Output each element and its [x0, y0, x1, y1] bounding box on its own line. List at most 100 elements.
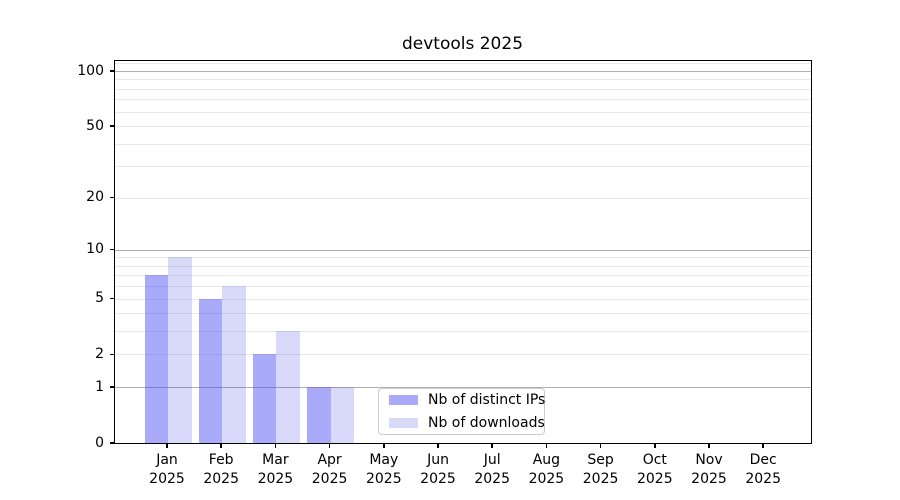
legend: Nb of distinct IPs Nb of downloads — [378, 388, 545, 435]
x-tick-mark — [599, 444, 602, 448]
y-tick-label: 2 — [95, 345, 104, 362]
x-tick-year: 2025 — [636, 471, 673, 487]
x-tick-label: Oct 2025 — [625, 451, 685, 489]
x-tick-label: Sep 2025 — [571, 451, 631, 489]
gridline-major — [115, 249, 811, 251]
y-tick-label: 50 — [86, 117, 104, 134]
x-tick-month: Sep — [587, 452, 614, 468]
gridline-minor — [115, 257, 811, 259]
x-tick-month: Jan — [156, 452, 178, 468]
x-tick-month: Apr — [317, 452, 342, 468]
x-tick-year: 2025 — [257, 471, 294, 487]
x-tick-mark — [491, 444, 493, 448]
x-tick-mark — [654, 444, 656, 448]
bar-downloads — [222, 286, 246, 443]
x-tick-year: 2025 — [149, 471, 185, 487]
x-tick-label: Nov 2025 — [679, 451, 739, 489]
x-tick-mark — [383, 444, 385, 448]
legend-item-distinct-ips: Nb of distinct IPs — [389, 392, 545, 408]
gridline-minor — [115, 63, 811, 65]
x-tick-month: Dec — [749, 452, 777, 468]
y-tick-label: 5 — [95, 290, 104, 307]
y-tick-mark — [110, 70, 114, 72]
x-tick-mark — [708, 444, 710, 448]
gridline-major — [115, 71, 811, 72]
x-tick-month: Feb — [208, 452, 234, 468]
gridline-minor — [115, 79, 811, 81]
x-tick-mark — [545, 444, 548, 448]
x-tick-mark — [220, 444, 222, 448]
x-tick-month: Nov — [695, 452, 723, 468]
x-tick-year: 2025 — [203, 471, 239, 487]
y-tick-mark — [110, 248, 114, 251]
gridline-minor — [115, 88, 811, 90]
gridline-minor — [115, 143, 811, 145]
x-tick-month: Oct — [642, 452, 667, 468]
y-tick-label: 20 — [86, 189, 104, 206]
y-tick-mark — [110, 353, 114, 356]
bar-distinct-ips — [144, 275, 168, 443]
gridline-major — [115, 387, 811, 389]
bar-downloads — [330, 387, 355, 443]
x-tick-label: Jul 2025 — [462, 451, 522, 489]
y-tick-mark — [110, 196, 114, 199]
y-tick-mark — [110, 442, 114, 444]
x-tick-month: Jun — [427, 452, 449, 468]
x-tick-label: Jun 2025 — [408, 451, 468, 489]
gridline-minor — [115, 111, 811, 113]
y-tick-label: 10 — [86, 241, 104, 258]
y-tick-label: 1 — [95, 378, 104, 395]
x-tick-label: Feb 2025 — [191, 451, 251, 489]
y-tick-mark — [110, 386, 114, 388]
y-tick-label: 0 — [95, 434, 104, 451]
bar-distinct-ips — [307, 387, 331, 443]
gridline-minor — [115, 265, 811, 267]
gridline-minor — [115, 331, 811, 333]
x-tick-year: 2025 — [474, 471, 510, 487]
x-tick-year: 2025 — [582, 471, 619, 487]
x-tick-month: Mar — [262, 452, 289, 468]
y-tick-label: 100 — [77, 62, 104, 79]
x-tick-label: Jan 2025 — [137, 451, 197, 489]
x-tick-mark — [762, 444, 764, 448]
x-tick-mark — [437, 444, 439, 448]
x-tick-label: Apr 2025 — [300, 451, 360, 489]
bar-distinct-ips — [252, 354, 277, 443]
gridline-minor — [115, 354, 811, 356]
x-tick-year: 2025 — [528, 471, 565, 487]
gridline-minor — [115, 286, 811, 288]
x-tick-mark — [328, 444, 331, 448]
gridline-minor — [115, 99, 811, 101]
legend-item-downloads: Nb of downloads — [389, 415, 545, 431]
x-tick-mark — [274, 444, 277, 448]
y-tick-mark — [110, 297, 114, 300]
gridline-minor — [115, 313, 811, 315]
legend-swatch-distinct-ips — [389, 394, 418, 406]
x-tick-year: 2025 — [365, 471, 402, 487]
chart-title: devtools 2025 — [401, 34, 524, 54]
gridline-minor — [115, 126, 811, 128]
gridline-minor — [115, 298, 811, 300]
legend-label-downloads: Nb of downloads — [428, 415, 545, 431]
bar-downloads — [276, 331, 300, 443]
x-tick-label: Mar 2025 — [245, 451, 305, 489]
y-tick-mark — [110, 125, 114, 127]
x-tick-month: May — [369, 452, 399, 468]
gridline-minor — [115, 197, 811, 199]
x-tick-month: Jul — [483, 452, 501, 468]
x-tick-label: Dec 2025 — [733, 451, 793, 489]
x-tick-year: 2025 — [691, 471, 727, 487]
x-tick-year: 2025 — [311, 471, 348, 487]
x-tick-mark — [166, 444, 168, 448]
plot-area — [114, 60, 812, 444]
bar-downloads — [168, 257, 192, 443]
legend-swatch-downloads — [389, 417, 418, 429]
x-tick-label: Aug 2025 — [516, 451, 576, 489]
gridline-minor — [115, 166, 811, 168]
bar-distinct-ips — [198, 298, 223, 443]
x-tick-month: Aug — [532, 452, 561, 468]
x-tick-year: 2025 — [420, 471, 456, 487]
legend-label-distinct-ips: Nb of distinct IPs — [428, 392, 546, 408]
gridline-minor — [115, 275, 811, 277]
